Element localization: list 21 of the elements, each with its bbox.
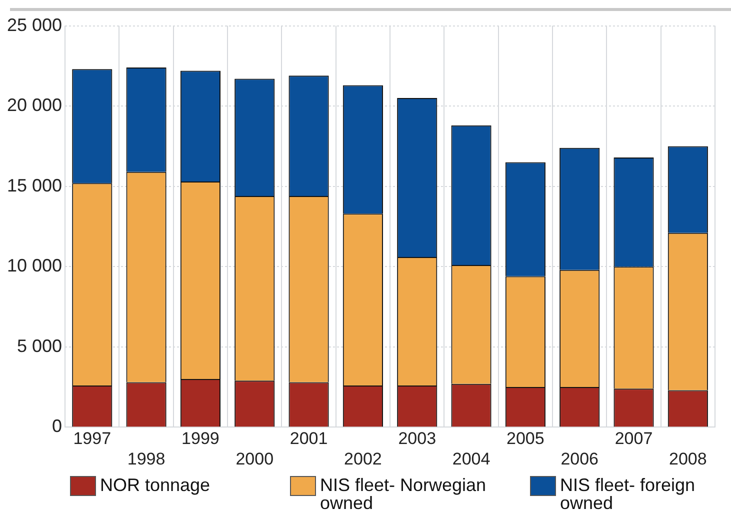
y-tick-label: 0 [52,416,62,436]
x-tick-label: 2003 [398,429,436,448]
x-tick-label: 2000 [236,449,274,468]
x-tick-label: 2001 [290,429,328,448]
y-tick-label: 5 000 [17,336,62,356]
x-tick-label: 2006 [560,449,599,468]
x-tick-label: 2005 [506,429,544,448]
y-tick-label: 15 000 [6,175,62,196]
x-tick-label: 1998 [127,449,166,468]
legend-label: NOR tonnage [100,475,210,495]
y-tick-label: 20 000 [6,95,62,116]
y-tick-label: 10 000 [6,256,62,276]
x-tick-label: 2004 [452,449,490,468]
legend-label: NIS fleet- Norwegian owned [320,475,488,513]
x-tick-label: 1997 [73,429,112,448]
x-tick-label: 2007 [614,429,653,448]
legend-label: NIS fleet- foreign owned [560,475,696,513]
x-tick-label: 2002 [344,449,382,468]
x-tick-label: 2008 [669,449,707,468]
x-tick-label: 1999 [182,429,220,448]
y-tick-label: 25 000 [6,14,62,35]
